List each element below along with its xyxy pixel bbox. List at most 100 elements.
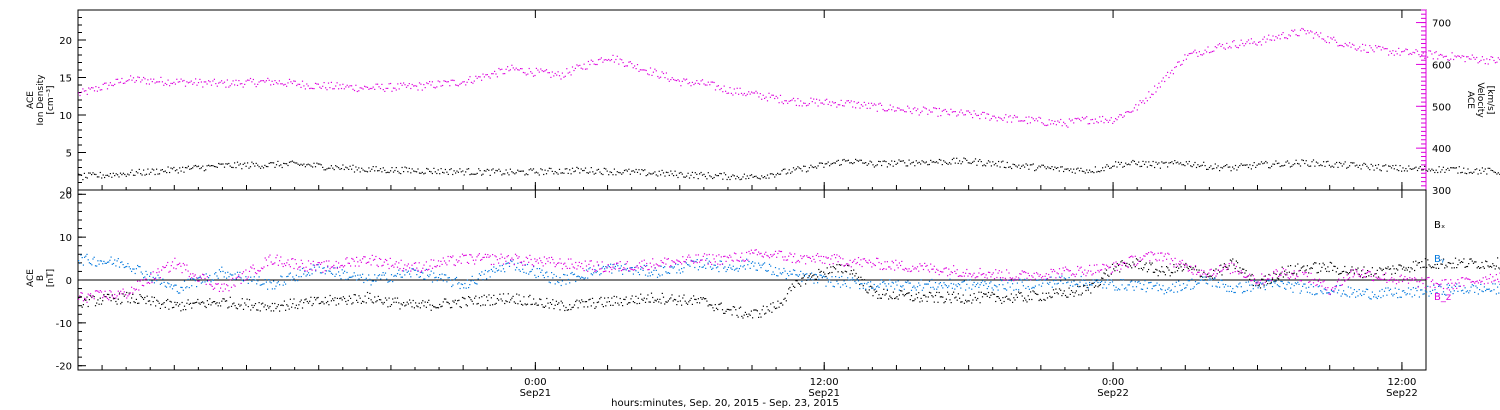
by-point — [129, 268, 131, 270]
bx-point — [1267, 283, 1269, 285]
bx-point — [1128, 263, 1130, 265]
velocity-point — [1314, 33, 1316, 35]
bx-point — [1492, 263, 1494, 265]
bx-point — [555, 300, 557, 302]
velocity-point — [83, 90, 85, 92]
bx-point — [1428, 264, 1430, 266]
velocity-point — [686, 78, 688, 80]
density-point — [105, 174, 107, 176]
density-point — [1208, 166, 1211, 169]
bx-point — [740, 306, 742, 308]
velocity-point — [254, 83, 256, 85]
by-point — [558, 281, 560, 284]
bx-point — [782, 304, 784, 306]
bx-point — [1250, 275, 1252, 277]
by-point — [214, 273, 216, 275]
density-point — [404, 166, 406, 168]
velocity-point — [466, 81, 468, 83]
velocity-point — [792, 97, 795, 99]
bx-point — [1080, 294, 1082, 296]
velocity-point — [317, 83, 319, 85]
bx-point — [1410, 267, 1412, 269]
density-point — [688, 177, 691, 179]
by-point — [306, 274, 308, 276]
bx-point — [1411, 268, 1413, 270]
velocity-point — [605, 59, 607, 61]
by-point — [637, 271, 639, 273]
density-point — [1325, 161, 1328, 163]
velocity-point — [856, 102, 858, 104]
bx-point — [981, 296, 984, 298]
by-point — [572, 274, 574, 276]
bx-point — [661, 292, 663, 294]
bx-point — [109, 296, 111, 299]
velocity-point — [294, 80, 296, 82]
by-point — [104, 262, 106, 264]
bx-point — [150, 304, 152, 306]
velocity-point — [869, 107, 871, 109]
by-point — [114, 259, 116, 261]
density-point — [418, 172, 421, 174]
velocity-point — [202, 86, 204, 88]
velocity-point — [616, 55, 618, 57]
velocity-point — [800, 100, 802, 102]
bx-point — [949, 299, 951, 301]
velocity-point — [556, 74, 558, 76]
by-point — [506, 262, 508, 264]
bx-point — [1417, 262, 1419, 264]
bx-point — [522, 304, 524, 306]
bx-point — [111, 294, 113, 296]
velocity-point — [85, 90, 87, 92]
velocity-point — [531, 72, 533, 74]
bx-point — [801, 277, 803, 279]
density-point — [109, 173, 111, 175]
velocity-point — [688, 82, 691, 84]
density-point — [894, 160, 896, 162]
density-point — [525, 173, 527, 175]
bx-point — [1168, 269, 1170, 271]
density-point — [885, 161, 887, 163]
by-point — [159, 283, 161, 285]
bx-point — [1244, 272, 1246, 274]
bx-point — [771, 311, 773, 313]
velocity-point — [342, 83, 344, 85]
velocity-point — [547, 72, 549, 74]
velocity-point — [1434, 52, 1436, 54]
bx-point — [1332, 269, 1334, 271]
bx-point — [581, 299, 583, 301]
bx-point — [938, 291, 940, 294]
velocity-point — [99, 89, 101, 91]
bx-point — [563, 305, 565, 307]
velocity-point — [924, 107, 926, 109]
by-point — [797, 275, 799, 277]
density-point — [691, 171, 693, 173]
density-point — [369, 170, 371, 172]
velocity-point — [574, 67, 576, 69]
by-point — [578, 276, 580, 278]
bx-point — [1087, 289, 1089, 291]
velocity-point — [275, 82, 278, 84]
bx-point — [1125, 265, 1127, 267]
velocity-point — [1466, 56, 1468, 58]
by-point — [273, 280, 275, 282]
bx-point — [133, 301, 135, 303]
bx-point — [891, 298, 893, 300]
velocity-point — [876, 110, 878, 112]
density-point — [902, 160, 904, 162]
velocity-point — [1115, 118, 1117, 120]
density-point — [1262, 163, 1264, 165]
velocity-point — [1364, 44, 1367, 46]
density-point — [615, 174, 617, 176]
bx-point — [1110, 273, 1112, 275]
velocity-point — [1336, 41, 1338, 43]
density-point — [1138, 161, 1140, 163]
velocity-point — [1093, 122, 1095, 124]
by-point — [401, 276, 403, 278]
by-point — [440, 278, 442, 280]
density-point — [1158, 162, 1160, 164]
velocity-point — [1422, 52, 1424, 54]
velocity-point — [839, 104, 841, 106]
bx-point — [593, 302, 595, 304]
bx-point — [443, 298, 446, 300]
velocity-point — [518, 69, 520, 71]
